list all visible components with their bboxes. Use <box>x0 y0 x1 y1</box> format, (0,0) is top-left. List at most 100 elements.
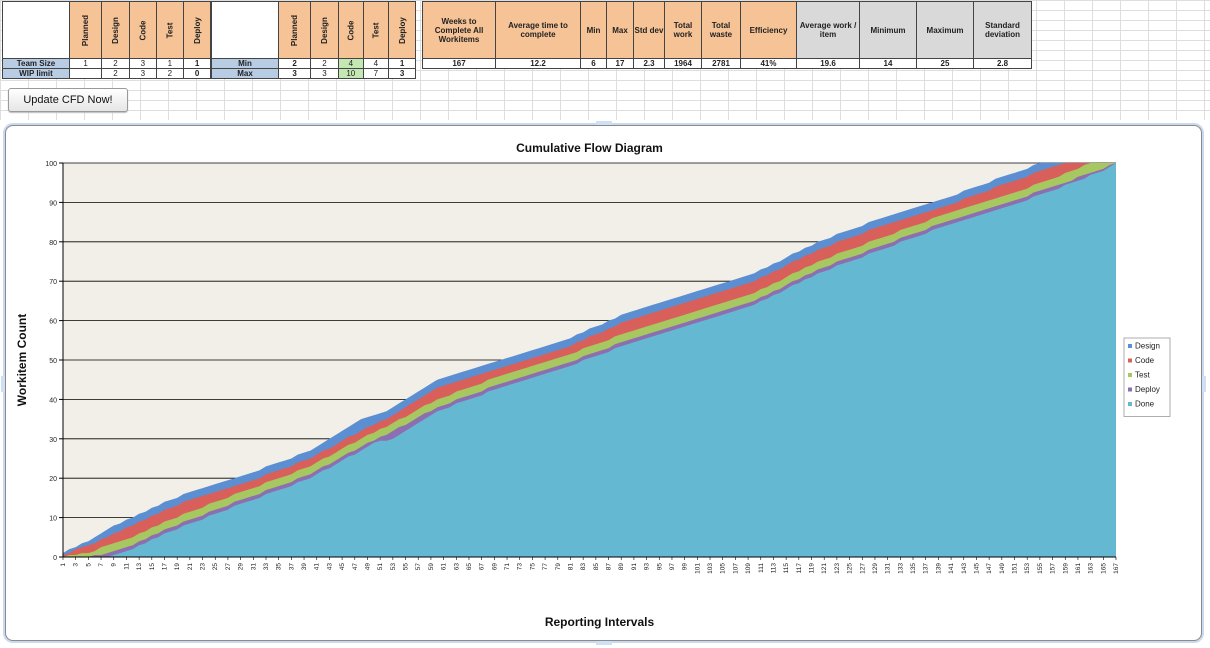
chart-container[interactable]: 0 10 20 30 40 50 60 70 80 90 100 1 3 5 7 9 11 13 15 17 19 21 2… <box>1 121 1206 645</box>
x-tick-label: 167 <box>1113 563 1120 574</box>
cell[interactable]: 2 <box>101 68 130 79</box>
row-label-wip-limit: WIP limit <box>2 68 70 79</box>
x-tick-label: 31 <box>250 563 257 571</box>
x-tick-label: 15 <box>149 563 156 571</box>
x-tick-label: 133 <box>897 563 904 574</box>
stat-value[interactable]: 6 <box>580 58 607 69</box>
x-tick-label: 121 <box>821 563 828 574</box>
cell[interactable]: 1 <box>387 58 417 69</box>
stats-table: Weeks to Complete All Workitems Average … <box>422 1 1032 69</box>
stat-header: Total waste <box>701 1 741 59</box>
stat-value[interactable]: 12.2 <box>495 58 581 69</box>
cell[interactable]: 3 <box>387 68 417 79</box>
y-tick-label: 100 <box>45 161 57 168</box>
header-test: Test <box>362 1 389 59</box>
x-tick-label: 129 <box>872 563 879 574</box>
x-tick-label: 39 <box>301 563 308 571</box>
x-tick-label: 153 <box>1024 563 1031 574</box>
corner-cell <box>211 1 279 59</box>
cell[interactable]: 1 <box>182 58 212 69</box>
resize-handle-bottom[interactable] <box>596 641 612 645</box>
x-tick-label: 37 <box>288 563 295 571</box>
x-tick-label: 1 <box>60 563 67 567</box>
cell[interactable]: 3 <box>277 68 312 79</box>
legend-swatch <box>1128 402 1132 406</box>
stat-value[interactable]: 41% <box>740 58 797 69</box>
x-tick-label: 71 <box>504 563 511 571</box>
x-tick-label: 131 <box>885 563 892 574</box>
cell-highlight[interactable]: 4 <box>337 58 364 69</box>
x-tick-label: 135 <box>910 563 917 574</box>
stat-header: Total work <box>664 1 702 59</box>
cell[interactable]: 0 <box>182 68 212 79</box>
x-tick-label: 93 <box>644 563 651 571</box>
stat-value[interactable]: 2781 <box>701 58 741 69</box>
x-tick-label: 45 <box>339 563 346 571</box>
stat-value[interactable]: 167 <box>422 58 496 69</box>
header-deploy: Deploy <box>387 1 417 59</box>
cell[interactable] <box>68 68 103 79</box>
cell[interactable]: 3 <box>128 68 157 79</box>
cell[interactable]: 1 <box>155 58 184 69</box>
stat-value[interactable]: 19.6 <box>796 58 860 69</box>
x-tick-label: 25 <box>212 563 219 571</box>
legend-swatch <box>1128 344 1132 348</box>
x-tick-label: 149 <box>999 563 1006 574</box>
cell[interactable]: 3 <box>310 68 339 79</box>
y-tick-label: 40 <box>49 397 57 404</box>
update-cfd-button[interactable]: Update CFD Now! <box>8 88 128 112</box>
stat-value[interactable]: 14 <box>859 58 917 69</box>
x-tick-label: 145 <box>973 563 980 574</box>
resize-handle-top[interactable] <box>596 121 612 125</box>
stat-header: Max <box>606 1 634 59</box>
x-tick-label: 139 <box>935 563 942 574</box>
stat-header: Min <box>580 1 607 59</box>
header-design: Design <box>310 1 339 59</box>
x-tick-label: 109 <box>745 563 752 574</box>
x-tick-label: 89 <box>618 563 625 571</box>
y-tick-label: 10 <box>49 516 57 523</box>
cell-highlight[interactable]: 10 <box>337 68 364 79</box>
cell[interactable]: 2 <box>310 58 339 69</box>
cell[interactable]: 2 <box>155 68 184 79</box>
x-tick-label: 33 <box>263 563 270 571</box>
stat-header: Average work / item <box>796 1 860 59</box>
header-planned: Planned <box>68 1 103 59</box>
x-tick-label: 7 <box>98 563 105 567</box>
x-tick-label: 41 <box>314 563 321 571</box>
stat-header: Minimum <box>859 1 917 59</box>
legend-swatch <box>1128 373 1132 377</box>
x-tick-label: 67 <box>479 563 486 571</box>
x-tick-label: 27 <box>225 563 232 571</box>
stat-header: Std dev <box>633 1 665 59</box>
stat-value[interactable]: 2.8 <box>973 58 1032 69</box>
y-axis-label: Workitem Count <box>15 314 29 406</box>
x-tick-label: 157 <box>1050 563 1057 574</box>
x-tick-label: 115 <box>783 563 790 574</box>
resize-handle-right[interactable] <box>1202 376 1206 392</box>
stat-value[interactable]: 1964 <box>664 58 702 69</box>
stat-value[interactable]: 2.3 <box>633 58 665 69</box>
cell[interactable]: 1 <box>68 58 103 69</box>
x-tick-label: 51 <box>377 563 384 571</box>
resize-handle-left[interactable] <box>1 376 5 392</box>
header-planned: Planned <box>277 1 312 59</box>
cell[interactable]: 2 <box>277 58 312 69</box>
x-tick-label: 77 <box>542 563 549 571</box>
x-tick-label: 137 <box>923 563 930 574</box>
stat-value[interactable]: 25 <box>916 58 974 69</box>
x-tick-label: 9 <box>111 563 118 567</box>
team-table: Planned Design Code Test Deploy Team Siz… <box>2 1 212 79</box>
x-tick-label: 17 <box>161 563 168 571</box>
cell[interactable]: 4 <box>362 58 389 69</box>
x-tick-label: 83 <box>580 563 587 571</box>
cell[interactable]: 3 <box>128 58 157 69</box>
legend-label: Code <box>1135 356 1155 365</box>
minmax-table: Planned Design Code Test Deploy Min 2 2 … <box>211 1 417 79</box>
stat-value[interactable]: 17 <box>606 58 634 69</box>
cell[interactable]: 2 <box>101 58 130 69</box>
cell[interactable]: 7 <box>362 68 389 79</box>
x-tick-label: 107 <box>732 563 739 574</box>
y-tick-label: 90 <box>49 200 57 207</box>
